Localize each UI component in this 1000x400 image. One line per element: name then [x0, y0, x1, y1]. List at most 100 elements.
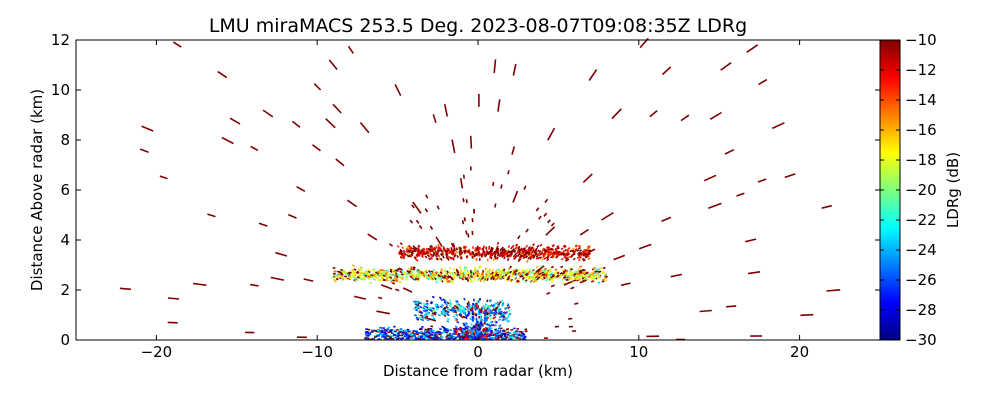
range-gate: [471, 312, 474, 316]
range-gate: [460, 250, 464, 254]
range-gate: [524, 254, 528, 258]
range-gate: [583, 277, 587, 280]
range-gate: [369, 281, 373, 285]
range-gate: [556, 245, 560, 249]
range-gate: [562, 244, 566, 248]
range-gate: [422, 315, 426, 319]
range-gate: [491, 275, 494, 279]
range-gate: [545, 271, 549, 274]
range-gate: [524, 279, 528, 283]
range-gate: [464, 249, 467, 253]
range-gate: [436, 271, 440, 275]
range-gate: [465, 334, 468, 337]
range-gate: [494, 310, 498, 314]
range-gate: [587, 275, 591, 278]
range-gate: [529, 255, 533, 259]
range-gate: [486, 277, 489, 281]
range-gate: [515, 247, 519, 251]
range-gate: [421, 249, 425, 253]
range-gate: [543, 267, 547, 271]
range-gate: [522, 269, 526, 273]
range-gate: [427, 307, 431, 310]
range-gate: [459, 305, 463, 309]
range-gate: [410, 272, 414, 275]
range-gate: [415, 253, 419, 257]
range-gate: [463, 266, 466, 270]
range-gate: [437, 248, 441, 252]
range-gate: [492, 332, 496, 335]
x-axis-label: Distance from radar (km): [383, 362, 573, 380]
x-tick-label: 20: [790, 343, 809, 361]
range-gate: [422, 302, 426, 306]
range-gate: [565, 269, 569, 273]
range-gate: [469, 305, 472, 309]
range-gate: [417, 252, 421, 256]
range-gate: [430, 272, 434, 276]
range-gate: [463, 312, 467, 316]
range-gate: [670, 273, 683, 278]
range-gate: [511, 274, 515, 278]
range-gate: [448, 256, 452, 260]
range-gate: [448, 266, 452, 270]
range-gate: [479, 321, 482, 325]
range-gate: [400, 273, 404, 276]
range-gate: [450, 256, 453, 260]
range-gate: [563, 279, 577, 286]
range-gate: [489, 320, 493, 324]
range-gate: [452, 315, 456, 318]
range-gate: [500, 252, 504, 256]
range-gate: [558, 251, 562, 254]
range-gate: [516, 327, 520, 330]
range-gate: [463, 268, 466, 272]
range-gate: [483, 321, 486, 325]
range-gate: [432, 251, 436, 255]
range-gate: [567, 252, 571, 256]
range-gate: [466, 302, 469, 306]
range-gate: [361, 271, 365, 274]
range-gate: [340, 276, 344, 280]
range-gate: [250, 145, 259, 152]
range-gate: [537, 253, 541, 257]
range-gate: [499, 327, 503, 330]
range-gate: [455, 317, 459, 321]
range-gate: [458, 314, 462, 317]
colorbar-ticks: −10 −12 −14 −16 −18 −20 −22 −24 −26 −28 −30: [880, 31, 937, 349]
range-gate: [467, 271, 470, 274]
range-gate: [365, 276, 369, 279]
range-gate: [563, 245, 567, 249]
range-gate: [366, 273, 370, 276]
range-gate: [489, 327, 493, 330]
range-gate: [424, 255, 428, 259]
range-gate: [472, 305, 475, 309]
range-gate: [459, 265, 462, 269]
range-gate: [405, 275, 409, 279]
range-gate: [543, 274, 547, 277]
range-gate: [427, 254, 431, 258]
range-gate: [420, 255, 424, 259]
range-gate: [332, 266, 336, 270]
colorbar-tick-label: −26: [905, 271, 937, 289]
range-gate: [424, 274, 428, 278]
range-gate: [353, 270, 357, 274]
range-gate: [580, 271, 584, 275]
range-gate: [554, 247, 558, 251]
range-gate: [474, 326, 477, 329]
range-gate: [332, 278, 336, 282]
range-gate: [385, 275, 389, 279]
range-gate: [566, 277, 570, 280]
range-gate: [611, 108, 622, 120]
range-gate: [444, 274, 448, 277]
range-gate: [460, 330, 464, 333]
range-gate: [473, 337, 477, 340]
range-gate: [463, 245, 466, 249]
range-gate: [516, 254, 520, 258]
range-gate: [436, 257, 439, 261]
range-gate: [468, 330, 472, 333]
range-gate: [441, 310, 445, 314]
range-gate: [400, 253, 404, 256]
range-gate: [512, 63, 517, 76]
range-gate: [597, 267, 601, 271]
range-gate: [524, 272, 528, 276]
range-gate: [494, 330, 498, 333]
